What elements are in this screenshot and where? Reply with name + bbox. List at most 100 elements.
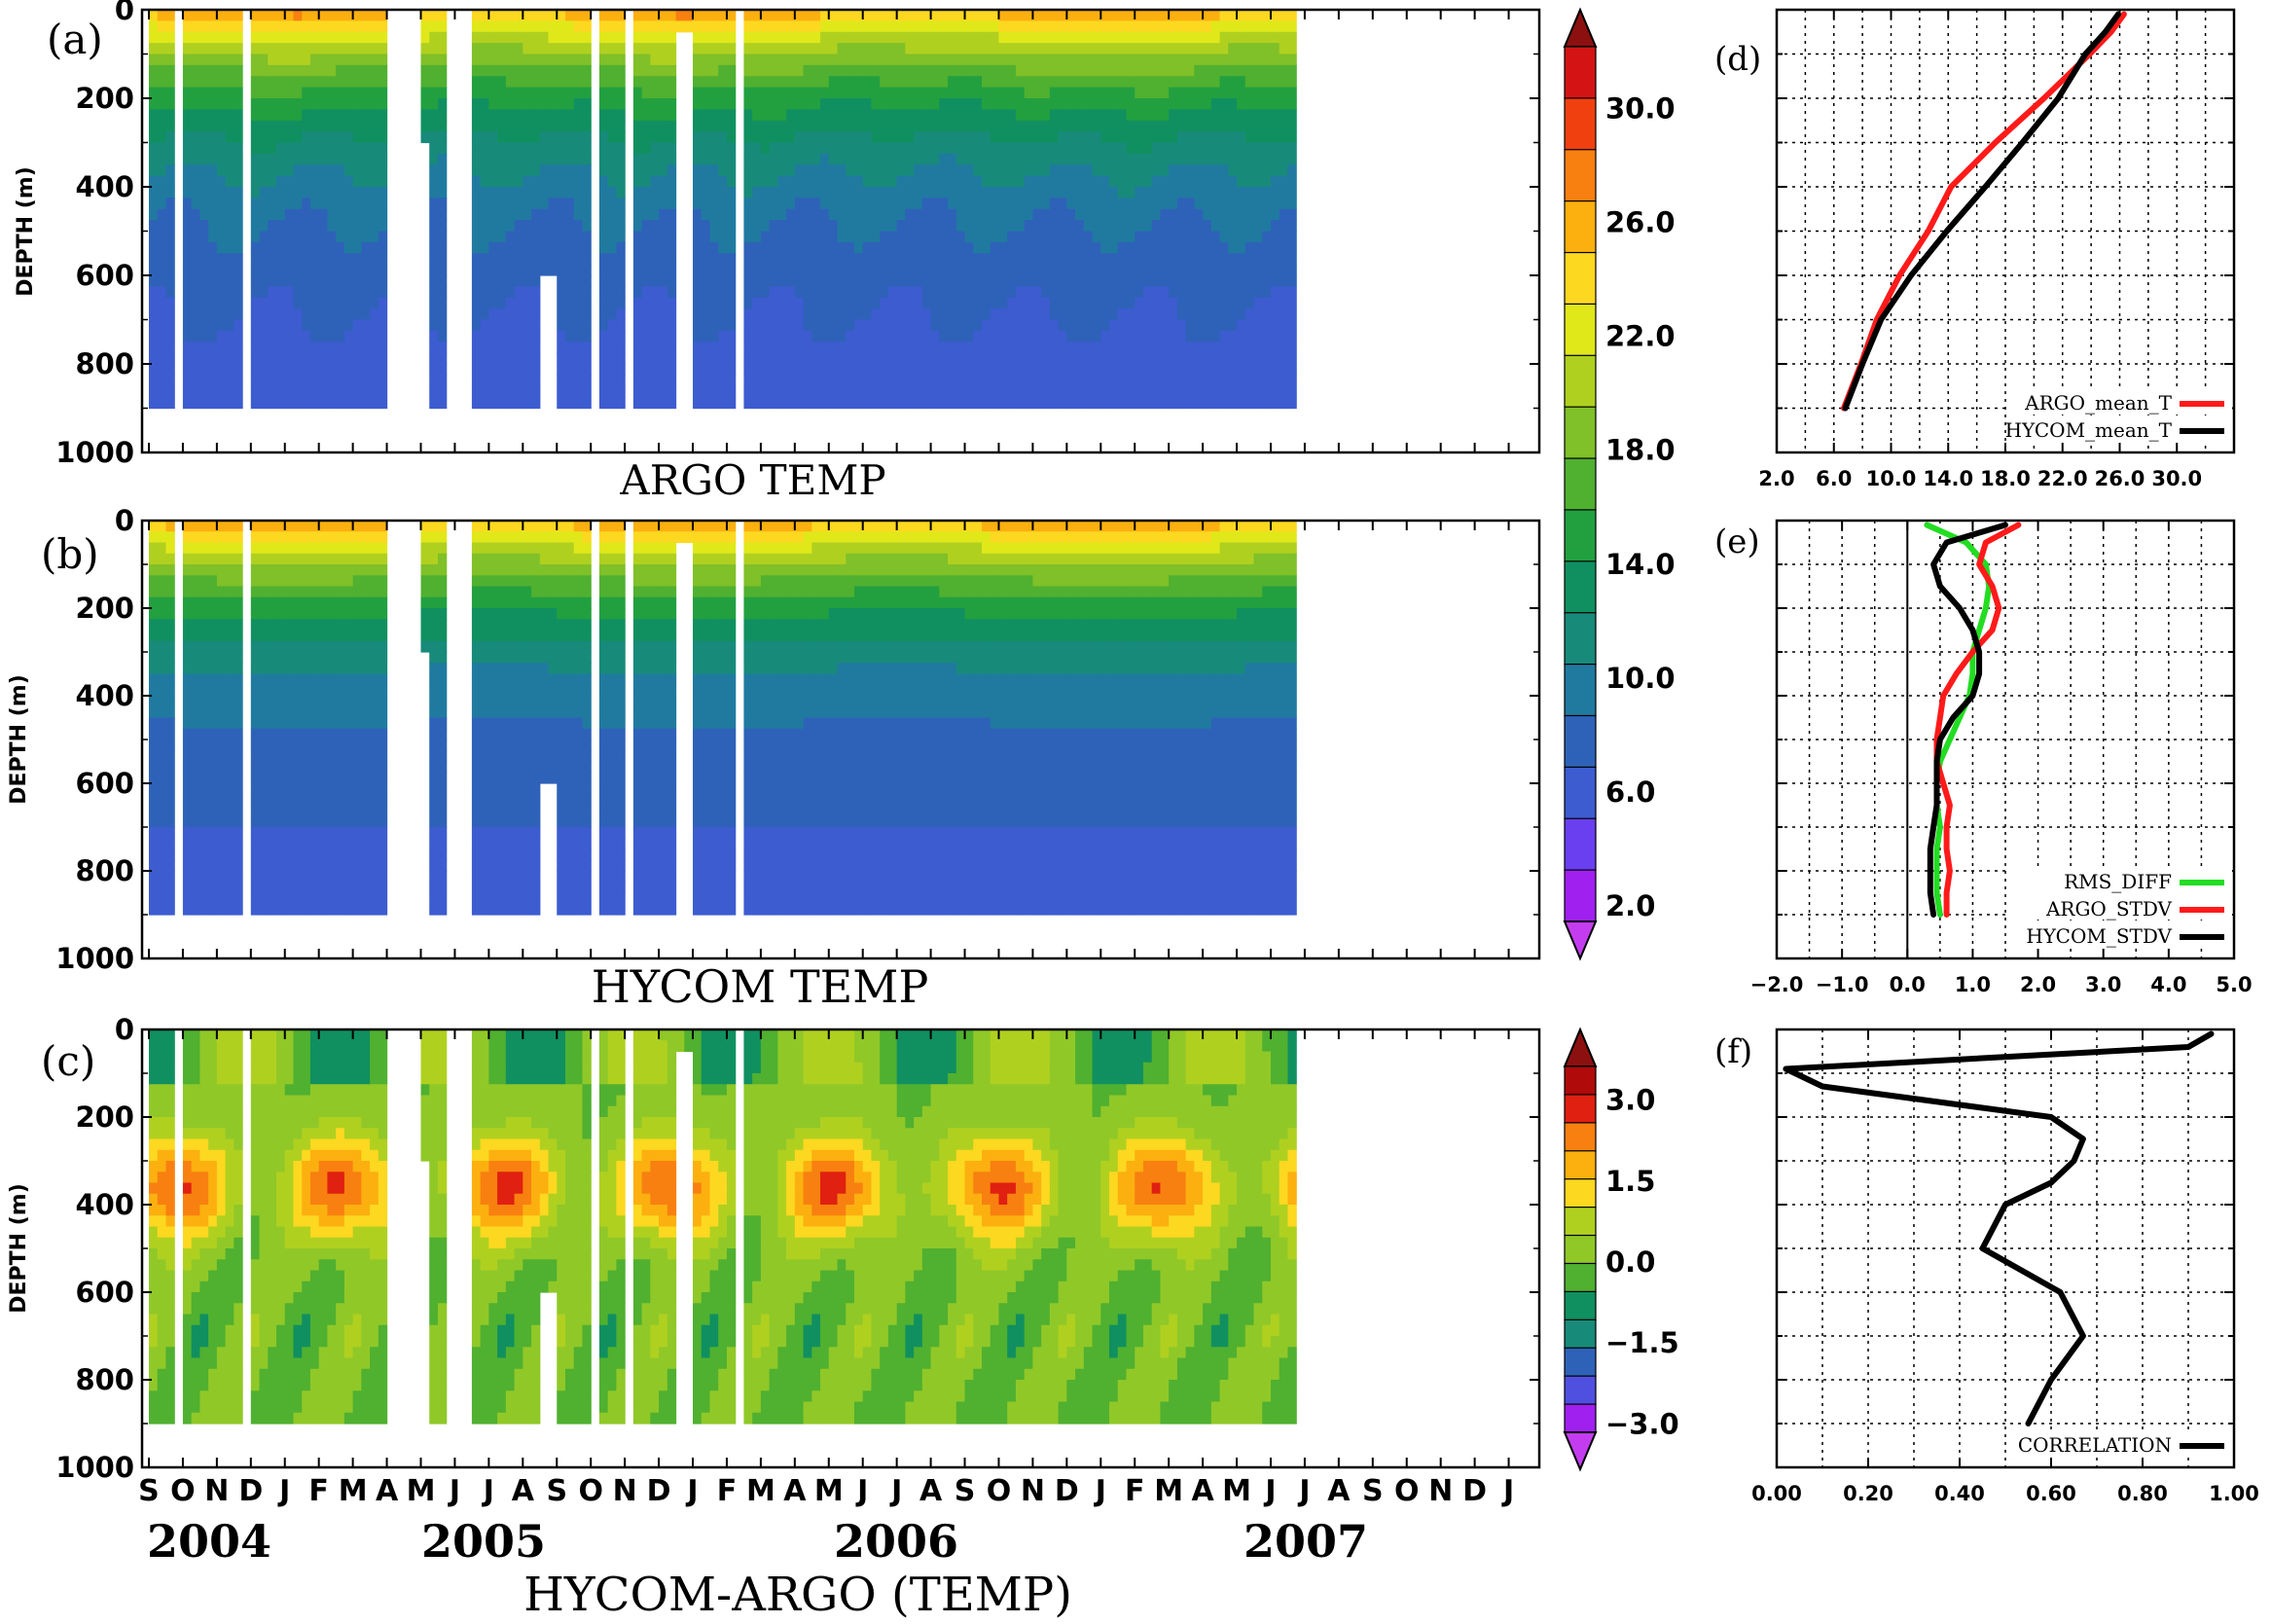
heatmap-cell xyxy=(531,385,541,398)
heatmap-cell xyxy=(905,20,915,33)
heatmap-cell xyxy=(378,76,388,89)
heatmap-cell xyxy=(914,264,923,276)
heatmap-cell xyxy=(370,76,379,89)
heatmap-cell xyxy=(820,375,830,387)
heatmap-cell xyxy=(1287,31,1297,44)
heatmap-cell xyxy=(336,54,345,66)
heatmap-cell xyxy=(853,142,864,155)
heatmap-cell xyxy=(820,20,830,33)
heatmap-cell xyxy=(632,342,643,354)
heatmap-cell xyxy=(1185,220,1195,233)
heatmap-cell xyxy=(225,342,234,354)
heatmap-cell xyxy=(259,673,269,686)
heatmap-cell xyxy=(165,684,175,697)
heatmap-cell xyxy=(199,153,209,165)
heatmap-cell xyxy=(1024,231,1034,243)
heatmap-cell xyxy=(1203,175,1212,188)
heatmap-cell xyxy=(718,142,728,155)
heatmap-cell xyxy=(370,264,379,276)
heatmap-cell xyxy=(820,308,830,321)
heatmap-cell xyxy=(378,385,388,398)
heatmap-cell xyxy=(659,342,668,354)
heatmap-cell xyxy=(693,264,703,276)
heatmap-cell xyxy=(471,319,482,332)
heatmap-cell xyxy=(505,397,516,410)
heatmap-cell xyxy=(752,241,762,254)
heatmap-cell xyxy=(1066,364,1076,376)
heatmap-cell xyxy=(667,43,677,55)
heatmap-cell xyxy=(182,619,193,632)
heatmap-cell xyxy=(1100,10,1110,21)
heatmap-cell xyxy=(268,253,277,266)
heatmap-cell xyxy=(1262,142,1272,155)
heatmap-cell xyxy=(871,153,881,165)
heatmap-cell xyxy=(1024,241,1034,254)
heatmap-cell xyxy=(343,253,354,266)
heatmap-cell xyxy=(564,220,575,233)
heatmap-cell xyxy=(582,31,592,44)
heatmap-cell xyxy=(259,286,269,299)
heatmap-cell xyxy=(769,187,778,198)
heatmap-cell xyxy=(199,352,209,365)
heatmap-cell xyxy=(846,54,855,66)
heatmap-cell xyxy=(777,297,787,309)
heatmap-cell xyxy=(930,253,940,266)
heatmap-cell xyxy=(259,696,269,707)
heatmap-cell xyxy=(573,220,584,233)
heatmap-cell xyxy=(786,342,796,354)
heatmap-cell xyxy=(1135,131,1144,144)
heatmap-cell xyxy=(1015,297,1026,309)
heatmap-cell xyxy=(293,673,303,686)
heatmap-cell xyxy=(327,264,337,276)
heatmap-cell xyxy=(777,397,787,410)
heatmap-cell xyxy=(259,397,269,410)
heatmap-cell xyxy=(429,364,439,376)
heatmap-cell xyxy=(930,43,940,55)
heatmap-cell xyxy=(557,352,566,365)
heatmap-cell xyxy=(182,575,193,588)
heatmap-cell xyxy=(225,109,234,122)
heatmap-cell xyxy=(268,131,277,144)
heatmap-cell xyxy=(1194,308,1204,321)
heatmap-cell xyxy=(1169,319,1178,332)
heatmap-cell xyxy=(1262,153,1272,165)
heatmap-cell xyxy=(488,275,498,287)
heatmap-cell xyxy=(573,198,584,210)
heatmap-cell xyxy=(182,640,193,653)
heatmap-cell xyxy=(284,220,295,233)
heatmap-cell xyxy=(1142,31,1153,44)
heatmap-cell xyxy=(1219,275,1229,287)
heatmap-cell xyxy=(216,859,227,872)
heatmap-cell xyxy=(667,87,677,99)
heatmap-cell xyxy=(268,696,277,707)
heatmap-cell xyxy=(1032,98,1042,110)
heatmap-cell xyxy=(343,275,354,287)
heatmap-cell xyxy=(650,364,660,376)
heatmap-cell xyxy=(225,364,234,376)
heatmap-cell xyxy=(293,608,303,620)
heatmap-cell xyxy=(302,264,311,276)
heatmap-cell xyxy=(182,652,193,664)
heatmap-cell xyxy=(573,208,584,221)
heatmap-cell xyxy=(165,630,175,642)
heatmap-cell xyxy=(846,397,855,410)
heatmap-cell xyxy=(828,164,839,177)
heatmap-cell xyxy=(165,564,175,576)
heatmap-cell xyxy=(250,131,261,144)
heatmap-cell xyxy=(955,20,966,33)
heatmap-cell xyxy=(234,364,243,376)
heatmap-cell xyxy=(1100,397,1110,410)
heatmap-cell xyxy=(990,308,1000,321)
heatmap-cell xyxy=(632,64,643,77)
heatmap-cell xyxy=(148,131,159,144)
heatmap-cell xyxy=(293,521,303,532)
heatmap-cell xyxy=(887,187,898,198)
heatmap-cell xyxy=(564,87,575,99)
heatmap-cell xyxy=(1109,385,1119,398)
heatmap-cell xyxy=(157,54,167,66)
heatmap-cell xyxy=(607,164,618,177)
heatmap-cell xyxy=(990,64,1000,77)
heatmap-cell xyxy=(514,87,523,99)
heatmap-cell xyxy=(582,275,592,287)
heatmap-cell xyxy=(693,231,703,243)
